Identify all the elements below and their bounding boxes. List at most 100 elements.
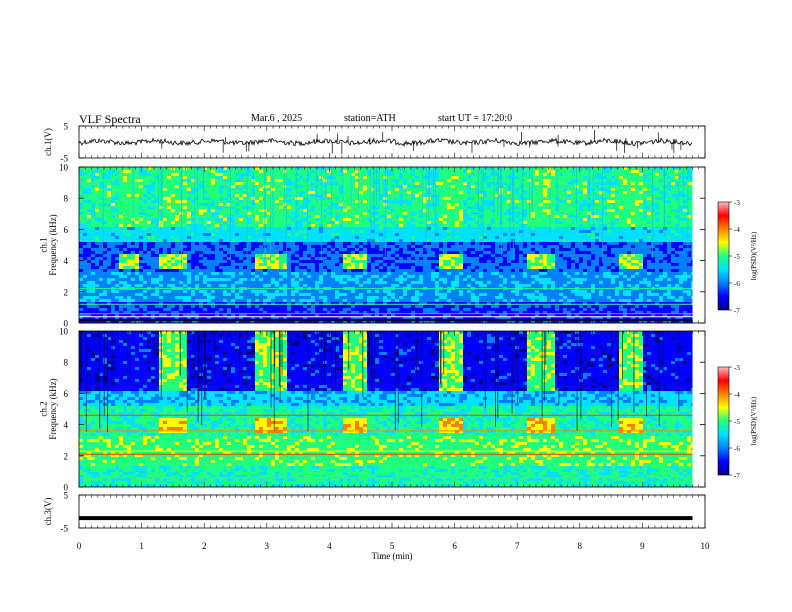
ch1-spectrogram-cell: [107, 200, 112, 204]
ch1-spectrogram-cell: [291, 227, 296, 231]
ch1-spectrogram-cell: [279, 320, 284, 324]
ch1-spectrogram-cell: [87, 260, 92, 264]
ch1-spectrogram-cell: [215, 194, 220, 198]
ch1-spectrogram-cell: [87, 218, 92, 222]
ch1-spectrogram-cell: [259, 203, 264, 207]
ch1-spectrogram-cell: [91, 320, 96, 324]
ch1-spectrogram-cell: [427, 305, 432, 309]
ch1-spectrogram-cell: [419, 176, 424, 180]
ch1-spectrogram-cell: [95, 179, 100, 183]
ch1-spectrogram-cell: [171, 308, 176, 312]
ch1-spectrogram-cell: [207, 308, 212, 312]
ch1-spectrogram-cell: [239, 266, 244, 270]
ch1-spectrogram-cell: [159, 245, 164, 249]
ch1-spectrogram-cell: [219, 188, 224, 192]
ch1-spectrogram-cell: [171, 269, 176, 273]
ch1-spectrogram-cell: [223, 167, 228, 171]
ch1-spectrogram-cell: [219, 278, 224, 282]
ch1-spectrogram-cell: [115, 203, 120, 207]
ch1-spectrogram-cell: [247, 290, 252, 294]
ch1-spectrogram-cell: [363, 191, 368, 195]
ch1-spectrogram-cell: [375, 317, 380, 321]
ch1-spectrogram-cell: [335, 245, 340, 249]
ch1-spectrogram-cell: [155, 170, 160, 174]
ch1-spectrogram-cell: [395, 191, 400, 195]
ch1-spectrogram-cell: [271, 245, 276, 249]
ch1-spectrogram-cell: [179, 251, 184, 255]
ch1-spectrogram-cell: [123, 320, 128, 324]
ch1-spectrogram-cell: [99, 302, 104, 306]
ch1-spectrogram-cell: [207, 167, 212, 171]
ch1-spectrogram-cell: [343, 245, 348, 249]
ch1-spectrogram-cell: [395, 320, 400, 324]
ch1-spectrogram-cell: [207, 296, 212, 300]
ch1-spectrogram-cell: [127, 203, 132, 207]
ch1-spectrogram-cell: [143, 269, 148, 273]
ch1-spectrogram-cell: [323, 221, 328, 225]
ch1-spectrogram-cell: [231, 218, 236, 222]
ch1-spectrogram-cell: [239, 221, 244, 225]
ch1-spectrogram-cell: [139, 242, 144, 246]
ch1-spectrogram-cell: [411, 182, 416, 186]
ch1-spectrogram-cell: [223, 224, 228, 228]
ch1-spectrogram-cell: [239, 251, 244, 255]
ch1-spectrogram-cell: [295, 182, 300, 186]
ch1-spectrogram-cell: [243, 230, 248, 234]
ch1-spectrogram-cell: [283, 278, 288, 282]
ch1-spectrogram-cell: [411, 278, 416, 282]
ch1-spectrogram-cell: [103, 173, 108, 177]
ch1-spectrogram-cell: [167, 215, 172, 219]
ch1-spectrogram-cell: [319, 269, 324, 273]
ch1-spectrogram-cell: [187, 320, 192, 324]
ch1-spectrogram-cell: [219, 314, 224, 318]
ch1-spectrogram-cell: [103, 290, 108, 294]
ch1-spectrogram-cell: [227, 293, 232, 297]
ch1-spectrogram-cell: [183, 245, 188, 249]
ch1-spectrogram-cell: [299, 290, 304, 294]
ch1-spectrogram-cell: [303, 212, 308, 216]
ch1-spectrogram-cell: [195, 209, 200, 213]
ch1-spectrogram-cell: [287, 233, 292, 237]
ch1-spectrogram-cell: [299, 176, 304, 180]
ch1-spectrogram-cell: [107, 167, 112, 171]
ch1-spectrogram-cell: [211, 305, 216, 309]
ch1-spectrogram-cell: [151, 230, 156, 234]
ch1-spectrogram-cell: [339, 299, 344, 303]
ch1-spectrogram-cell: [355, 257, 360, 261]
ch1-spectrogram-cell: [79, 305, 84, 309]
ch1-spectrogram-cell: [271, 248, 276, 252]
ch1-spectrogram-cell: [119, 224, 124, 228]
ch1-spectrogram-cell: [419, 212, 424, 216]
ch1-spectrogram-cell: [343, 260, 348, 264]
ch1-spectrogram-cell: [231, 242, 236, 246]
ch1-spectrogram-cell: [331, 278, 336, 282]
ch1-spectrogram-cell: [411, 209, 416, 213]
ch1-spectrogram-cell: [239, 242, 244, 246]
ch1-spectrogram-cell: [403, 167, 408, 171]
ch1-spectrogram-cell: [323, 278, 328, 282]
ch1-spectrogram-cell: [235, 215, 240, 219]
ch1-spectrogram-cell: [323, 314, 328, 318]
ch1-spectrogram-cell: [163, 221, 168, 225]
ch1-spectrogram-cell: [335, 263, 340, 267]
ch1-spectrogram-cell: [303, 239, 308, 243]
ch1-spectrogram-cell: [415, 263, 420, 267]
ch1-spectrogram-cell: [411, 296, 416, 300]
ch1-spectrogram-cell: [395, 209, 400, 213]
ch1-spectrogram-cell: [151, 221, 156, 225]
ch1-spectrogram-cell: [219, 203, 224, 207]
ch1-spectrogram-cell: [355, 293, 360, 297]
ch1-spectrogram-cell: [279, 317, 284, 321]
ch1-spectrogram-cell: [183, 218, 188, 222]
ch1-spectrogram-cell: [399, 197, 404, 201]
ch1-spectrogram-cell: [379, 251, 384, 255]
ch1-spectrogram-cell: [371, 242, 376, 246]
ch1-spectrogram-cell: [91, 305, 96, 309]
ch1-spectrogram-cell: [171, 239, 176, 243]
ch1-spectrogram-cell: [183, 188, 188, 192]
ch1-spectrogram-cell: [379, 293, 384, 297]
ch1-spectrogram-cell: [415, 242, 420, 246]
ch1-spectrogram-cell: [423, 314, 428, 318]
ch1-spectrogram-cell: [319, 281, 324, 285]
ch1-spectrogram-cell: [255, 215, 260, 219]
